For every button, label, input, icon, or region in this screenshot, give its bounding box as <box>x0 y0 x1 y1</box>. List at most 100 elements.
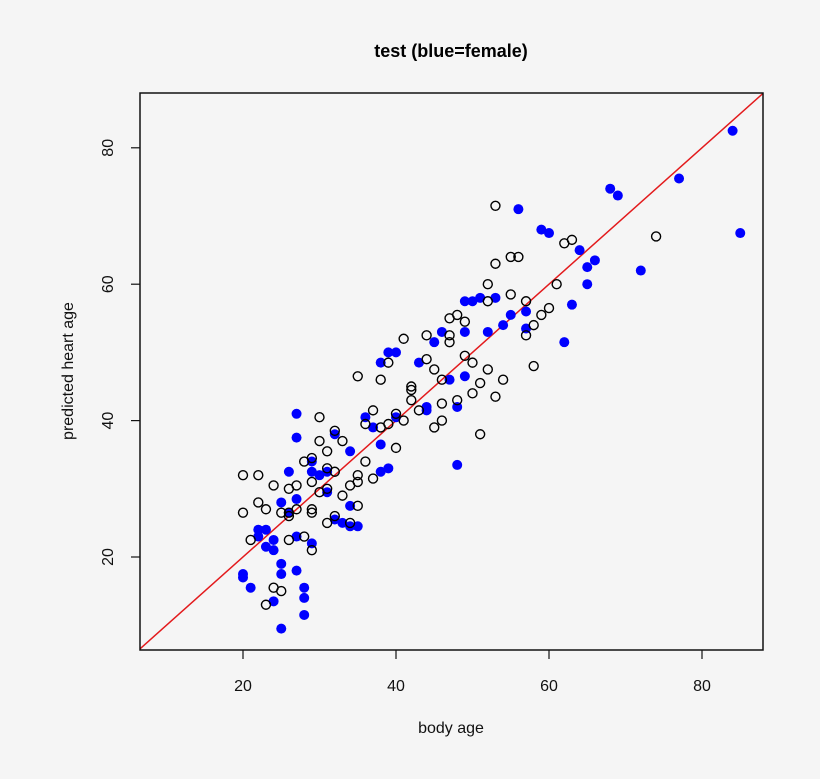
data-point <box>367 473 379 484</box>
data-point <box>352 469 363 481</box>
data-point <box>505 251 516 263</box>
data-point <box>260 504 272 515</box>
data-point <box>536 309 547 321</box>
data-point <box>475 292 486 303</box>
data-point <box>306 466 317 477</box>
data-point <box>299 592 310 603</box>
data-point <box>498 320 509 331</box>
data-point <box>482 296 493 307</box>
data-point <box>291 408 302 419</box>
data-point <box>345 446 356 457</box>
data-point <box>253 524 264 535</box>
data-point <box>390 442 402 454</box>
x-tick-label: 20 <box>234 678 252 695</box>
data-point <box>559 337 570 348</box>
data-point <box>345 500 356 511</box>
data-point <box>306 544 318 556</box>
data-point <box>521 306 532 317</box>
data-point <box>421 405 432 416</box>
data-point <box>352 476 363 488</box>
data-point <box>582 262 593 273</box>
data-point <box>398 415 409 426</box>
data-point <box>467 296 478 307</box>
data-point <box>452 394 463 406</box>
data-point <box>390 408 402 419</box>
data-point <box>513 251 524 263</box>
identity-line <box>140 93 763 650</box>
data-point <box>391 347 401 358</box>
data-point <box>727 125 738 136</box>
data-point <box>260 599 272 610</box>
data-point <box>482 279 493 290</box>
data-point <box>299 531 310 542</box>
data-point <box>329 466 340 477</box>
data-point <box>344 517 356 529</box>
x-tick-label: 60 <box>540 678 558 695</box>
data-point <box>276 623 287 634</box>
data-point <box>329 510 340 522</box>
data-point <box>674 173 685 184</box>
data-point <box>375 439 386 450</box>
data-point <box>474 429 486 440</box>
data-point <box>413 405 425 416</box>
data-point <box>436 415 448 426</box>
data-point <box>459 316 471 327</box>
data-point <box>291 432 302 443</box>
data-point <box>329 429 340 440</box>
data-point <box>605 183 616 194</box>
data-point <box>314 470 325 481</box>
data-point <box>368 422 379 433</box>
data-point <box>513 204 524 215</box>
y-tick-label: 40 <box>100 412 117 430</box>
data-point <box>352 521 363 532</box>
data-point <box>268 545 279 556</box>
data-point <box>345 521 356 532</box>
y-axis-label: predicted heart age <box>60 302 77 440</box>
data-point <box>375 357 386 368</box>
data-point <box>306 452 318 464</box>
data-point <box>291 531 302 542</box>
data-point <box>245 534 256 546</box>
data-point <box>406 394 417 406</box>
x-tick-label: 80 <box>693 678 711 695</box>
data-point <box>482 326 493 337</box>
data-point <box>635 265 646 276</box>
data-point <box>375 466 386 477</box>
data-point <box>306 504 318 515</box>
data-point <box>360 418 371 430</box>
data-point <box>497 374 509 385</box>
data-point <box>306 456 317 467</box>
data-point <box>444 330 455 341</box>
data-point <box>299 609 310 620</box>
data-point <box>322 487 333 498</box>
data-point <box>329 514 340 525</box>
data-point <box>245 582 256 593</box>
data-point <box>490 391 501 402</box>
y-axis: 20 40 60 80 <box>100 139 140 566</box>
data-point <box>505 289 516 300</box>
data-point <box>459 371 470 382</box>
data-point <box>337 517 348 528</box>
data-point <box>322 466 333 477</box>
data-point <box>391 412 401 423</box>
data-point <box>413 357 424 368</box>
data-point <box>735 228 746 239</box>
data-point <box>283 510 295 522</box>
data-point <box>589 255 600 266</box>
data-point <box>398 333 409 344</box>
data-point <box>306 507 318 518</box>
data-point <box>321 446 333 457</box>
data-point <box>490 258 501 269</box>
data-point <box>612 190 623 201</box>
data-point <box>582 279 593 290</box>
data-point <box>375 374 386 385</box>
data-point <box>306 476 318 488</box>
data-point <box>467 388 478 399</box>
data-point <box>321 517 333 529</box>
data-point <box>528 360 539 372</box>
data-point <box>566 299 577 310</box>
data-point <box>421 330 432 341</box>
data-point <box>490 200 501 211</box>
data-point <box>429 422 440 433</box>
